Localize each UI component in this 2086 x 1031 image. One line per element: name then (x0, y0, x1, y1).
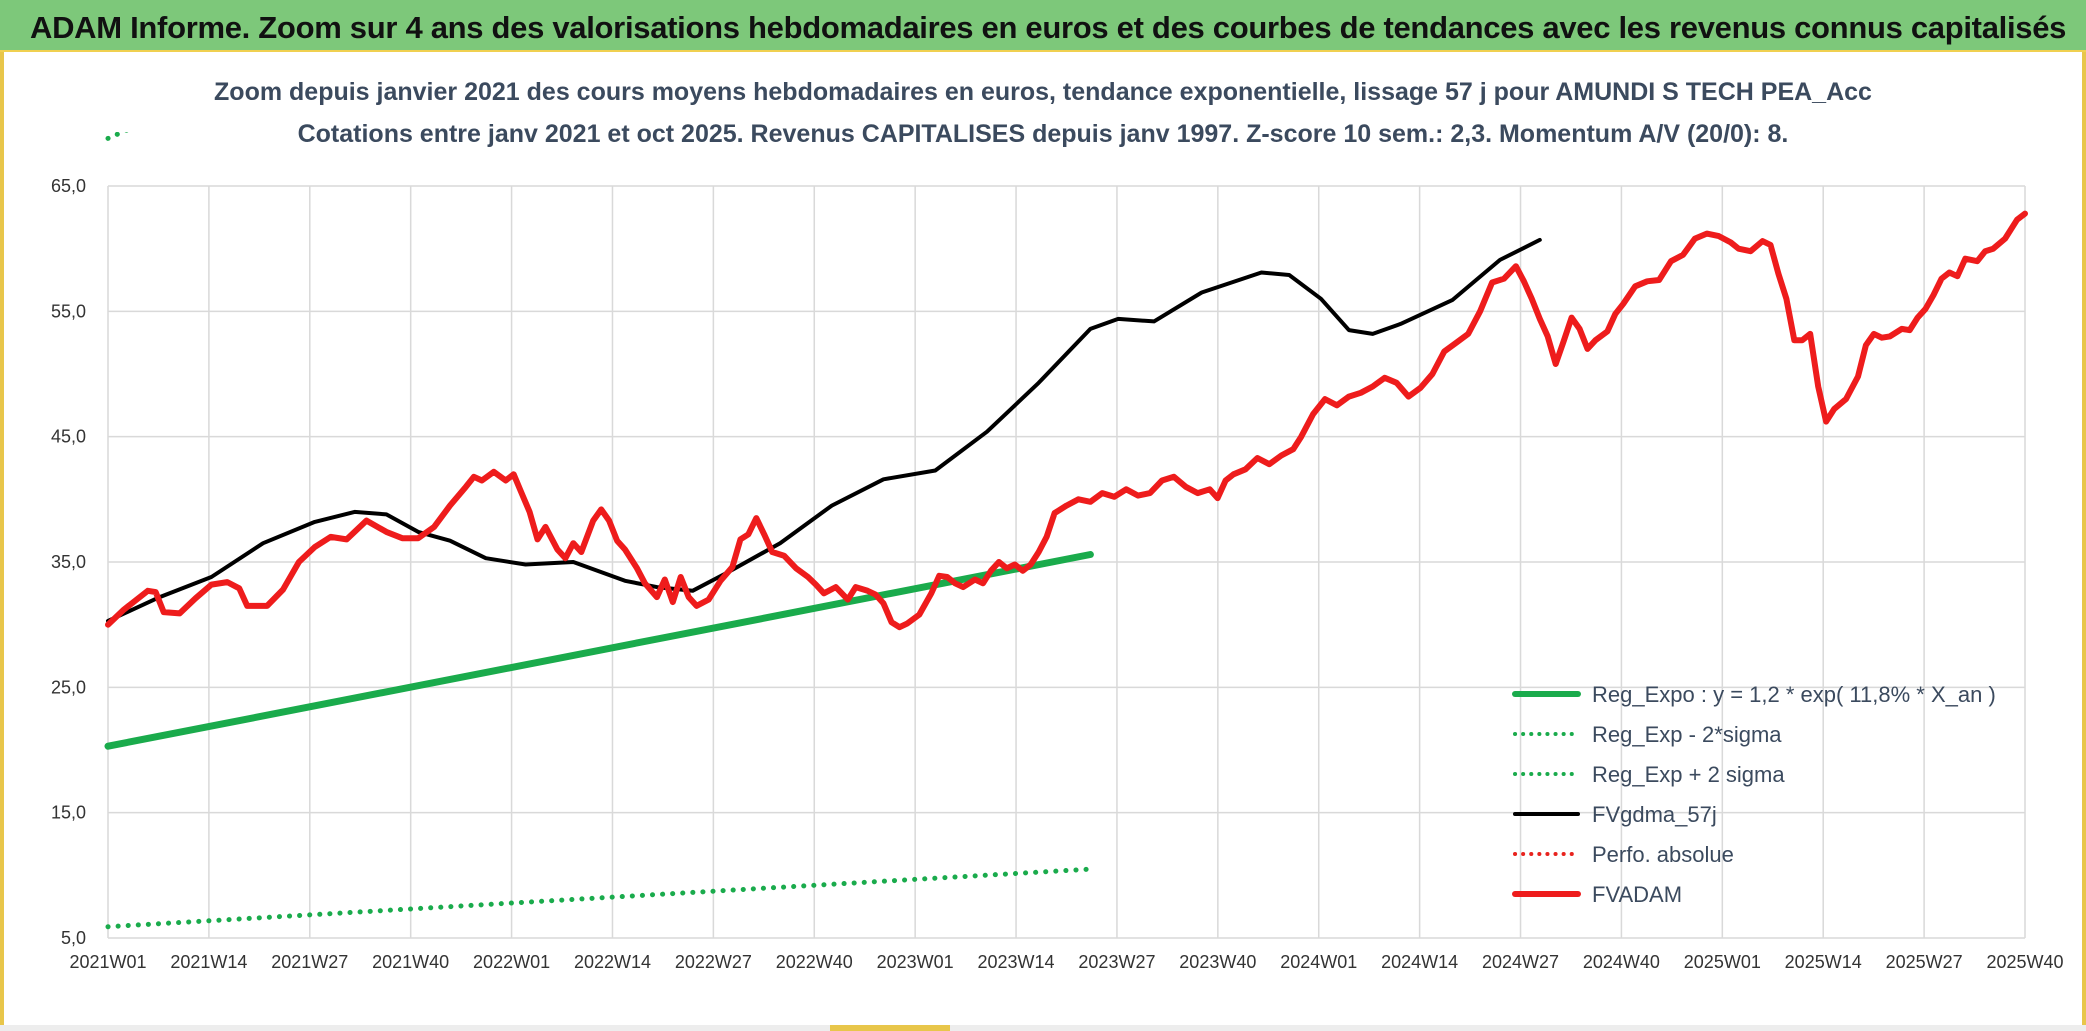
line-chart: Zoom depuis janvier 2021 des cours moyen… (51, 78, 2064, 972)
x-tick-label: 2023W40 (1179, 952, 1256, 972)
x-tick-label: 2022W14 (574, 952, 651, 972)
series-layer (104, 132, 2028, 930)
x-tick-label: 2024W40 (1583, 952, 1660, 972)
y-tick-label: 65,0 (51, 176, 86, 196)
legend-label: FVgdma_57j (1592, 802, 1717, 827)
axis-labels: 65,0 55,0 45,0 35,0 25,0 15,0 5,0 2021W01 2021W1… (51, 176, 2064, 972)
grid (107, 185, 2026, 939)
series-line-4 (106, 237, 1542, 623)
x-tick-label: 2021W27 (271, 952, 348, 972)
x-tick-label: 2023W27 (1078, 952, 1155, 972)
chart-title-line1: Zoom depuis janvier 2021 des cours moyen… (214, 78, 1872, 106)
x-tick-label: 2025W01 (1684, 952, 1761, 972)
x-tick-label: 2021W01 (69, 952, 146, 972)
y-tick-label: 5,0 (61, 928, 86, 948)
y-tick-label: 45,0 (51, 427, 86, 447)
y-tick-label: 35,0 (51, 552, 86, 572)
report-title: ADAM Informe. Zoom sur 4 ans des valoris… (30, 10, 2067, 45)
y-tick-label: 15,0 (51, 803, 86, 823)
legend-label: FVADAM (1592, 882, 1682, 907)
x-tick-label: 2021W14 (170, 952, 247, 972)
report-header: ADAM Informe. Zoom sur 4 ans des valoris… (0, 0, 2086, 52)
x-tick-label: 2025W40 (1986, 952, 2063, 972)
series-line-1 (104, 551, 1094, 750)
legend-label: Perfo. absolue (1592, 842, 1734, 867)
legend: Reg_Expo : y = 1,2 * exp( 11,8% * X_an )… (1512, 682, 1996, 907)
x-tick-label: 2022W40 (776, 952, 853, 972)
bottom-border (0, 1025, 2086, 1031)
series-line-2 (105, 866, 1093, 930)
x-tick-label: 2021W40 (372, 952, 449, 972)
chart-title-line2: Cotations entre janv 2021 et oct 2025. R… (298, 120, 1789, 148)
x-tick-label: 2024W14 (1381, 952, 1458, 972)
left-border (0, 52, 4, 1031)
x-tick-label: 2025W14 (1785, 952, 1862, 972)
x-tick-label: 2023W01 (877, 952, 954, 972)
series-line-6 (105, 210, 2028, 631)
x-tick-label: 2022W27 (675, 952, 752, 972)
y-tick-label: 55,0 (51, 301, 86, 321)
x-tick-label: 2023W14 (978, 952, 1055, 972)
x-tick-label: 2024W01 (1280, 952, 1357, 972)
right-border (2082, 52, 2086, 1031)
legend-label: Reg_Exp + 2 sigma (1592, 762, 1785, 787)
legend-label: Reg_Expo : y = 1,2 * exp( 11,8% * X_an ) (1592, 682, 1996, 707)
x-tick-label: 2022W01 (473, 952, 550, 972)
x-tick-label: 2025W27 (1886, 952, 1963, 972)
legend-label: Reg_Exp - 2*sigma (1592, 722, 1782, 747)
y-tick-label: 25,0 (51, 677, 86, 697)
x-tick-label: 2024W27 (1482, 952, 1559, 972)
bottom-accent (830, 1025, 950, 1031)
